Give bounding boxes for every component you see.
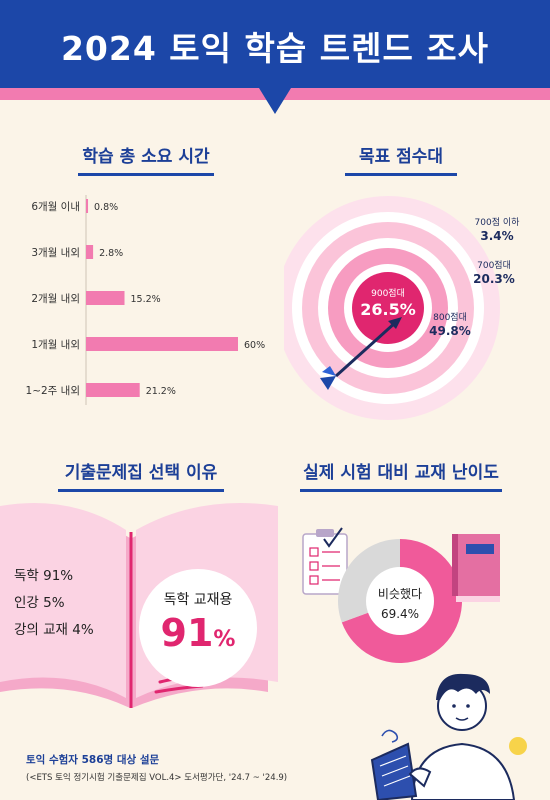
sun-dot bbox=[509, 737, 527, 755]
highlight-label: 독학 교재용 bbox=[163, 592, 233, 608]
donut-center-label: 비슷했다 bbox=[378, 587, 422, 601]
section-title-difficulty: 실제 시험 대비 교재 난이도 bbox=[300, 458, 502, 492]
self-study-highlight: 독학 교재용 91% bbox=[139, 569, 257, 687]
bar bbox=[86, 199, 89, 213]
bar-category-label: 1~2주 내외 bbox=[26, 385, 80, 397]
reason-item-class-material: 강의 교재 4% bbox=[14, 622, 94, 638]
bar bbox=[86, 291, 125, 305]
header-banner bbox=[0, 0, 550, 88]
difficulty-donut-chart: 비슷했다 69.4% bbox=[302, 527, 500, 663]
reason-item-self-study: 독학 91% bbox=[14, 568, 74, 584]
section-title-reason: 기출문제집 선택 이유 bbox=[58, 458, 224, 492]
bar bbox=[86, 383, 140, 397]
bar-category-label: 6개월 이내 bbox=[31, 201, 80, 213]
student-reading-illustration bbox=[370, 673, 527, 800]
bar bbox=[86, 245, 94, 259]
bar-value-label: 21.2% bbox=[146, 386, 176, 397]
bar-category-label: 1개월 내외 bbox=[31, 339, 80, 351]
bar bbox=[86, 337, 238, 351]
target-value-label: 26.5% bbox=[360, 300, 416, 319]
footnote: 토익 수험자 586명 대상 설문 (<ETS 토익 정기시험 기출문제집 VO… bbox=[26, 752, 287, 783]
target-category-label: 700점대 bbox=[477, 259, 511, 271]
reason-legend: 독학 91% 인강 5% 강의 교재 4% bbox=[14, 563, 94, 644]
bar-value-label: 2.8% bbox=[99, 248, 123, 259]
target-value-label: 20.3% bbox=[473, 272, 515, 286]
bar-category-label: 3개월 내외 bbox=[31, 247, 80, 259]
page-title: 2024 토익 학습 트렌드 조사 bbox=[60, 29, 490, 68]
highlight-value: 91% bbox=[160, 611, 236, 655]
book-icon bbox=[452, 534, 500, 602]
survey-note: 토익 수험자 586명 대상 설문 bbox=[26, 754, 160, 766]
source-note: (<ETS 토익 정기시험 기출문제집 VOL.4> 도서평가단, '24.7 … bbox=[26, 773, 288, 783]
bar-value-label: 60% bbox=[244, 340, 265, 351]
bar-category-label: 2개월 내외 bbox=[31, 293, 80, 305]
section-title-target-score: 목표 점수대 bbox=[345, 142, 457, 176]
target-category-label: 700점 이하 bbox=[475, 216, 521, 228]
bar-value-label: 0.8% bbox=[94, 202, 118, 213]
header-notch bbox=[259, 88, 291, 114]
target-category-label: 800점대 bbox=[433, 311, 467, 323]
bar-value-label: 15.2% bbox=[131, 294, 161, 305]
clipboard-icon bbox=[302, 527, 348, 595]
arrow-icon bbox=[320, 317, 402, 390]
section-title-study-time: 학습 총 소요 시간 bbox=[78, 142, 214, 176]
reason-item-online-lecture: 인강 5% bbox=[14, 595, 65, 611]
donut-center-value: 69.4% bbox=[381, 607, 419, 621]
target-category-label: 900점대 bbox=[371, 287, 405, 299]
target-value-label: 49.8% bbox=[429, 324, 471, 338]
study-time-bar-chart: 6개월 이내 0.8% 3개월 내외 2.8% 2개월 내외 15.2% 1개월 내외 60%… bbox=[26, 195, 265, 405]
target-value-label: 3.4% bbox=[480, 229, 513, 243]
target-ring bbox=[352, 272, 424, 344]
